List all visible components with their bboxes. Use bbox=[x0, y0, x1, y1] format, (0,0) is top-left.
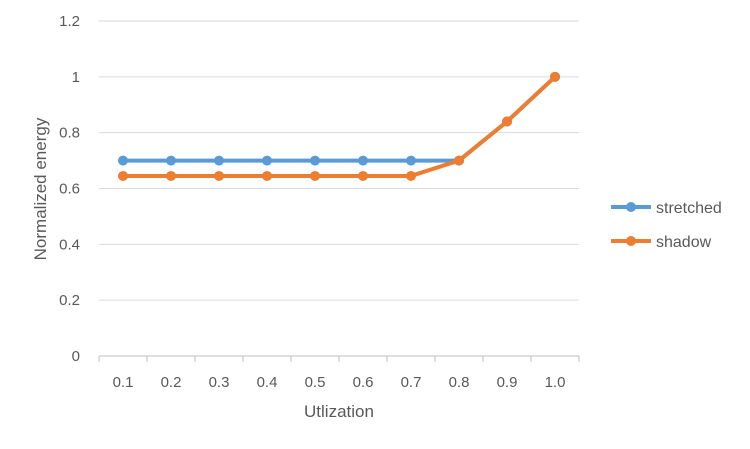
data-point bbox=[118, 170, 128, 181]
data-point bbox=[262, 170, 272, 181]
legend-label: shadow bbox=[656, 234, 712, 251]
series-group bbox=[118, 71, 560, 181]
y-tick-labels: 0 0.2 0.4 0.6 0.8 1 1.2 bbox=[59, 13, 80, 365]
x-tick-label: 0.6 bbox=[353, 374, 374, 391]
x-tick-label: 0.9 bbox=[497, 374, 518, 391]
data-point bbox=[406, 155, 416, 166]
data-point bbox=[358, 155, 368, 166]
legend: stretched shadow bbox=[611, 200, 722, 251]
x-tick-label: 0.1 bbox=[113, 374, 134, 391]
y-axis-title: Normalized energy bbox=[31, 117, 50, 260]
series-stretched bbox=[118, 71, 560, 166]
data-point bbox=[214, 170, 224, 181]
series-shadow bbox=[118, 71, 560, 181]
data-point bbox=[166, 170, 176, 181]
x-tick-label: 0.2 bbox=[161, 374, 182, 391]
data-point bbox=[262, 155, 272, 166]
data-point bbox=[358, 170, 368, 181]
data-point bbox=[214, 155, 224, 166]
y-tick-label: 0.4 bbox=[59, 236, 80, 253]
y-tick-label: 1.2 bbox=[59, 13, 80, 30]
x-tick-label: 0.8 bbox=[449, 374, 470, 391]
y-tick-label: 0 bbox=[72, 348, 80, 365]
x-axis-title: Utlization bbox=[304, 402, 374, 421]
data-point bbox=[166, 155, 176, 166]
y-tick-label: 1 bbox=[72, 69, 80, 86]
x-tick-label: 1.0 bbox=[545, 374, 566, 391]
data-point bbox=[406, 170, 416, 181]
data-point bbox=[550, 71, 560, 82]
x-tick-label: 0.4 bbox=[257, 374, 278, 391]
data-point bbox=[454, 155, 464, 166]
x-tick-label: 0.7 bbox=[401, 374, 422, 391]
y-tick-label: 0.2 bbox=[59, 292, 80, 309]
y-tick-label: 0.8 bbox=[59, 125, 80, 142]
data-point bbox=[118, 155, 128, 166]
data-point bbox=[310, 170, 320, 181]
legend-point-marker bbox=[626, 236, 636, 246]
series-line bbox=[121, 74, 557, 178]
x-tick-label: 0.5 bbox=[305, 374, 326, 391]
data-point bbox=[502, 116, 512, 127]
series-line bbox=[121, 74, 557, 163]
data-point bbox=[310, 155, 320, 166]
legend-entry: shadow bbox=[611, 234, 712, 251]
legend-point-marker bbox=[626, 202, 636, 212]
y-tick-label: 0.6 bbox=[59, 181, 80, 198]
legend-label: stretched bbox=[656, 200, 722, 217]
x-tick-labels: 0.1 0.2 0.3 0.4 0.5 0.6 0.7 0.8 0.9 1.0 bbox=[113, 374, 566, 391]
gridlines bbox=[99, 20, 579, 301]
axes bbox=[98, 355, 580, 362]
legend-entry: stretched bbox=[611, 200, 722, 217]
x-tick-label: 0.3 bbox=[209, 374, 230, 391]
